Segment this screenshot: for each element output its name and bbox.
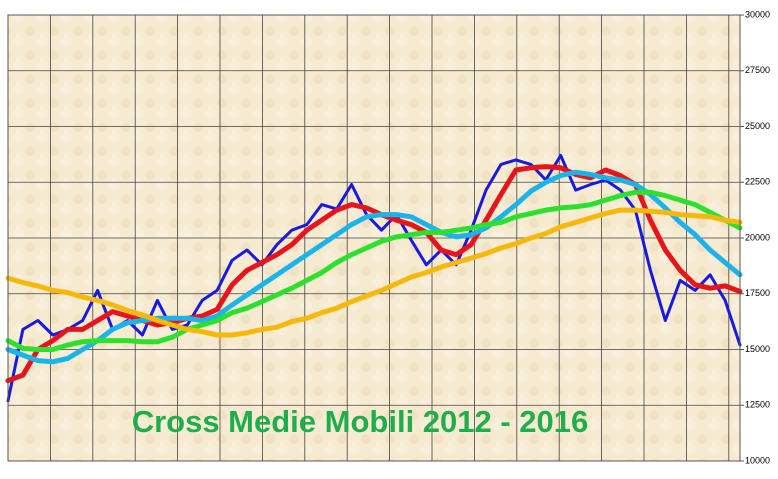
y-tick-label: 25000	[745, 121, 770, 131]
series-line	[5, 189, 743, 352]
y-tick-label: 15000	[745, 344, 770, 354]
y-tick-label: 22500	[745, 177, 770, 187]
y-tick-label: 30000	[745, 9, 770, 19]
y-tick-label: 10000	[745, 455, 770, 465]
series-line	[5, 164, 743, 384]
y-tick-label: 17500	[745, 288, 770, 298]
series-line	[5, 169, 743, 365]
series-line	[5, 207, 743, 338]
y-tick-label: 27500	[745, 65, 770, 75]
y-tick-label: 12500	[745, 400, 770, 410]
y-tick-label: 20000	[745, 232, 770, 242]
chart-title: Cross Medie Mobili 2012 - 2016	[132, 404, 589, 439]
lines	[5, 154, 743, 403]
